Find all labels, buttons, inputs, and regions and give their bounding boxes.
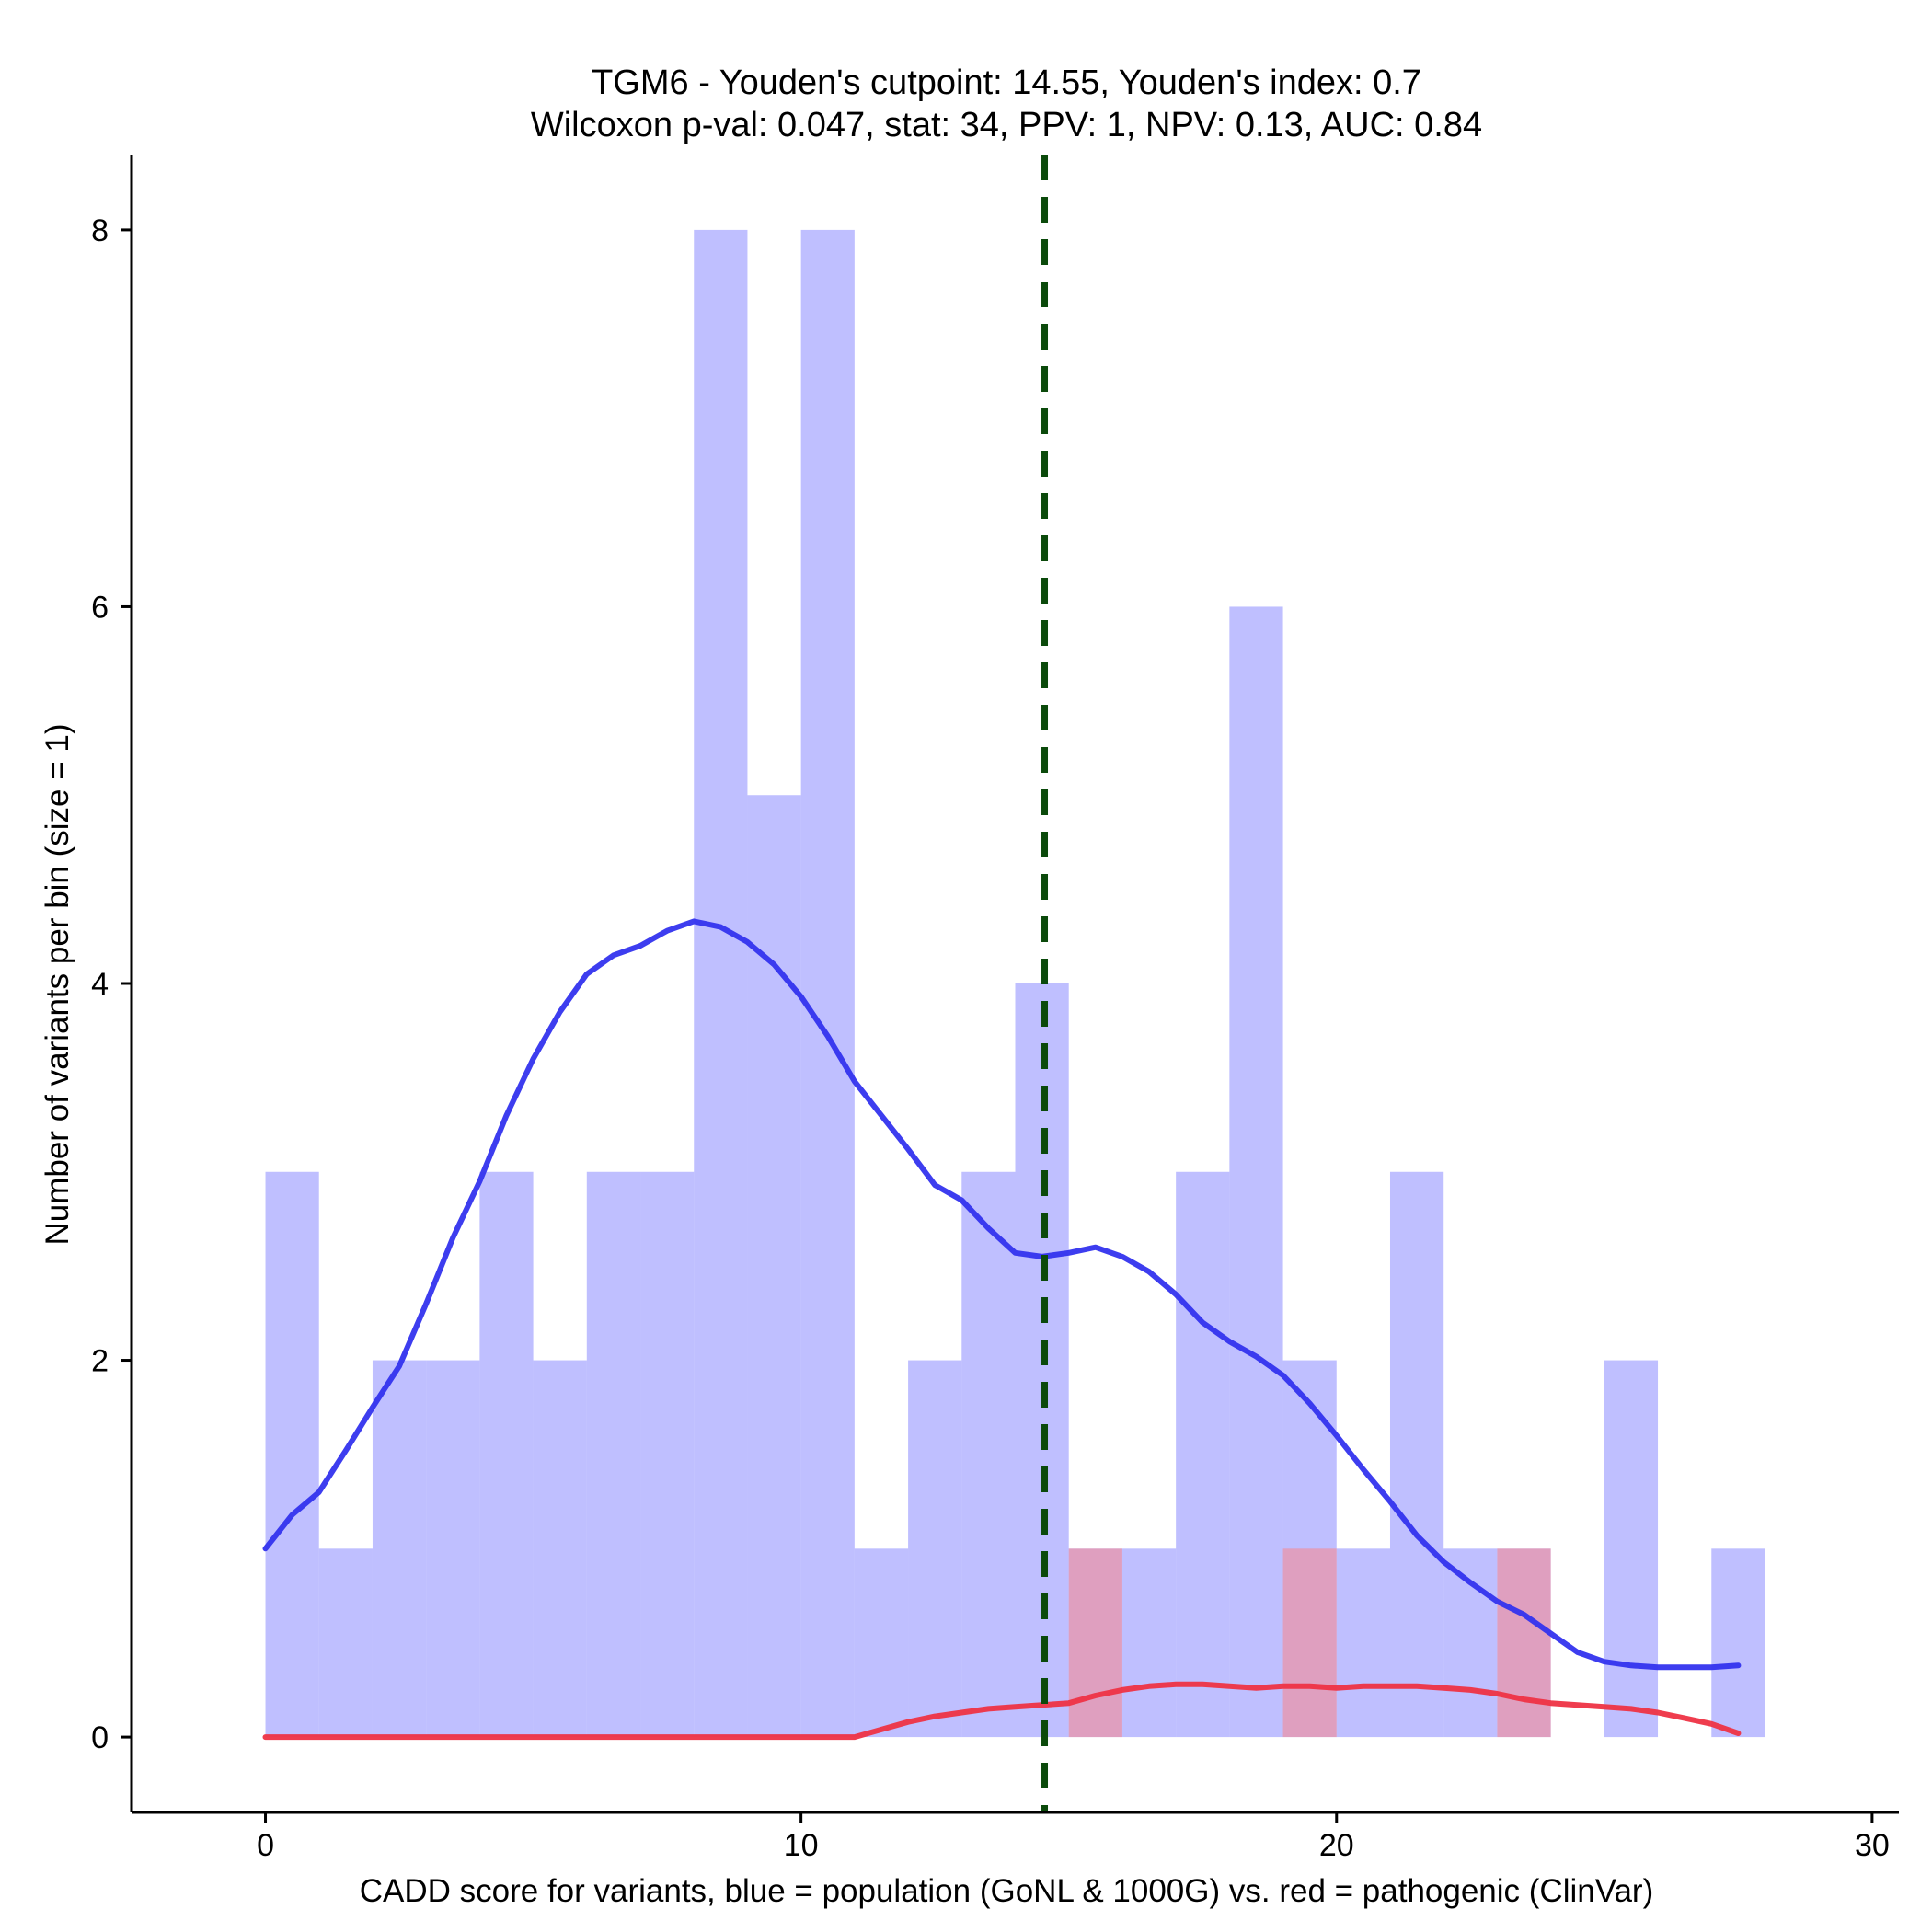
pathogenic-bar [1068, 1548, 1122, 1738]
pathogenic-bar [1282, 1548, 1337, 1738]
y-tick-label: 2 [91, 1344, 109, 1379]
x-tick-label: 0 [257, 1828, 274, 1863]
chart-title-line2: Wilcoxon p-val: 0.047, stat: 34, PPV: 1,… [531, 106, 1482, 144]
population-bar [479, 1171, 534, 1738]
population-bar [1121, 1548, 1177, 1738]
population-bar [694, 229, 748, 1738]
chart-title-line1: TGM6 - Youden's cutpoint: 14.55, Youden'… [592, 63, 1421, 102]
population-bar [747, 795, 801, 1738]
population-bar [961, 1171, 1016, 1738]
x-axis-label: CADD score for variants, blue = populati… [360, 1873, 1654, 1909]
y-axis-label: Number of variants per bin (size = 1) [40, 723, 75, 1245]
x-tick-label: 30 [1855, 1828, 1890, 1863]
density-lines [262, 918, 1742, 1741]
population-bar [1711, 1548, 1765, 1738]
population-bar [800, 229, 855, 1738]
population-bar [372, 1360, 427, 1738]
y-tick-label: 8 [91, 213, 109, 248]
population-bar [426, 1360, 480, 1738]
population-bars [265, 229, 1765, 1738]
axes: 0 10 20 30 0 2 4 6 8 [91, 155, 1899, 1863]
population-bar [318, 1548, 373, 1738]
pathogenic-bar [1497, 1548, 1551, 1738]
y-tick-label: 6 [91, 590, 109, 625]
y-tick-label: 0 [91, 1720, 109, 1755]
x-tick-label: 10 [784, 1828, 819, 1863]
population-bar [640, 1171, 695, 1738]
pathogenic-bars [1068, 1548, 1551, 1738]
population-bar [1229, 606, 1283, 1738]
population-bar [1389, 1171, 1444, 1738]
pathogenic-density-line [262, 1681, 1742, 1741]
y-tick-label: 4 [91, 967, 109, 1002]
population-bar [1336, 1548, 1390, 1738]
population-bar [1604, 1360, 1659, 1738]
population-bar [265, 1171, 319, 1738]
population-bar [1176, 1171, 1230, 1738]
population-bar [908, 1360, 962, 1738]
population-density-line [262, 918, 1742, 1671]
population-bar [586, 1171, 641, 1738]
x-tick-label: 20 [1319, 1828, 1354, 1863]
population-bar [533, 1360, 587, 1738]
population-bar [854, 1548, 909, 1738]
population-bar [1443, 1548, 1498, 1738]
